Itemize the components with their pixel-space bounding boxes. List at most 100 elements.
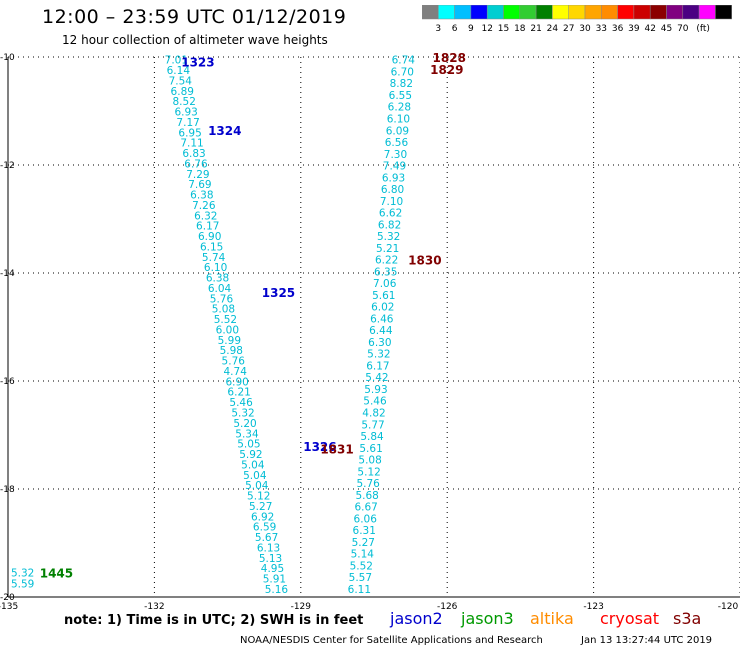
wave-height-value: 6.70 xyxy=(391,66,414,78)
wave-height-value: 6.00 xyxy=(216,324,239,336)
wave-height-value: 5.57 xyxy=(349,572,372,584)
pass-time-label: 1830 xyxy=(408,254,441,268)
wave-height-value: 5.12 xyxy=(247,491,270,503)
color-scale-label: 70 xyxy=(677,24,689,34)
wave-height-value: 6.22 xyxy=(375,255,398,267)
wave-height-value: 6.06 xyxy=(354,513,378,525)
wave-height-value: 6.21 xyxy=(227,387,250,399)
color-swatch xyxy=(715,5,732,20)
wave-height-value: 5.52 xyxy=(214,314,237,326)
wave-height-value: 5.67 xyxy=(255,532,278,544)
wave-height-value: 6.09 xyxy=(386,125,409,137)
color-scale-label: 6 xyxy=(452,24,458,34)
pass-time-label: 1324 xyxy=(208,124,241,138)
wave-height-value: 5.98 xyxy=(220,345,243,357)
wave-height-value: 6.83 xyxy=(182,148,205,160)
wave-height-value: 7.54 xyxy=(169,75,193,87)
y-tick-label: -16 xyxy=(0,377,15,387)
wave-height-value: 6.59 xyxy=(253,522,276,534)
color-scale-label: 30 xyxy=(579,24,591,34)
wave-height-value: 7.29 xyxy=(186,169,209,181)
wave-height-value: 6.11 xyxy=(348,584,371,596)
wave-height-value: 6.14 xyxy=(167,65,191,77)
wave-height-value: 6.82 xyxy=(378,219,401,231)
wave-height-value: 5.42 xyxy=(365,372,388,384)
wave-height-value: 5.32 xyxy=(367,349,390,361)
y-tick-label: -18 xyxy=(0,485,15,495)
color-scale-label: 24 xyxy=(547,24,559,34)
generated-timestamp: Jan 13 13:27:44 UTC 2019 xyxy=(581,635,713,646)
wave-height-value: 6.02 xyxy=(371,302,394,314)
wave-height-value: 7.17 xyxy=(176,117,199,129)
wave-height-value: 7.49 xyxy=(383,161,406,173)
y-tick-label: -12 xyxy=(0,161,15,171)
color-scale-label: 39 xyxy=(628,24,640,34)
wave-height-value: 6.67 xyxy=(354,502,377,514)
color-scale-bar: 3 6 9 12 15 18 21 24 27 30 33 36 39 42 45 70 (ft) xyxy=(422,5,732,34)
y-tick-label: -14 xyxy=(0,269,15,279)
credit-line: NOAA/NESDIS Center for Satellite Applica… xyxy=(240,635,543,646)
wave-height-value: 5.59 xyxy=(11,579,34,591)
color-scale-label: 33 xyxy=(596,24,607,34)
color-scale-label: 12 xyxy=(481,24,492,34)
legend-satellite-3: cryosat xyxy=(600,609,660,628)
wave-height-value: 5.76 xyxy=(222,356,246,368)
wave-height-value: 5.08 xyxy=(358,455,381,467)
wave-height-value: 5.84 xyxy=(360,431,384,443)
legend-satellite-1: jason3 xyxy=(461,609,514,628)
page-subtitle: 12 hour collection of altimeter wave hei… xyxy=(62,33,328,47)
color-scale-label: (ft) xyxy=(696,24,710,34)
wave-height-value: 4.74 xyxy=(224,366,248,378)
wave-height-value: 6.38 xyxy=(206,273,229,285)
wave-height-value: 4.82 xyxy=(362,408,385,420)
wave-height-value: 6.76 xyxy=(184,158,208,170)
wave-height-value: 5.32 xyxy=(377,231,400,243)
wave-height-value: 5.04 xyxy=(243,470,267,482)
wave-height-value: 5.08 xyxy=(212,304,235,316)
wave-height-value: 6.93 xyxy=(174,107,197,119)
wave-height-value: 5.52 xyxy=(350,560,373,572)
wave-height-value: 6.13 xyxy=(257,542,280,554)
wave-height-value: 5.21 xyxy=(376,243,399,255)
x-tick-label: -132 xyxy=(144,602,164,612)
wave-height-value: 7.26 xyxy=(192,200,216,212)
wave-height-value: 5.20 xyxy=(233,418,256,430)
wave-height-value: 6.93 xyxy=(382,172,405,184)
wave-height-value: 5.74 xyxy=(202,252,226,264)
wave-height-value: 6.56 xyxy=(385,137,409,149)
wave-height-value: 5.76 xyxy=(356,478,380,490)
wave-height-value: 7.69 xyxy=(188,179,211,191)
x-tick-label: -123 xyxy=(583,602,603,612)
color-scale-label: 18 xyxy=(514,24,526,34)
wave-height-value: 5.77 xyxy=(361,419,384,431)
wave-height-value: 6.38 xyxy=(190,190,213,202)
page-title: 12:00 – 23:59 UTC 01/12/2019 xyxy=(42,6,347,28)
wave-height-value: 7.10 xyxy=(380,196,403,208)
legend-satellite-2: altika xyxy=(530,609,574,628)
pass-time-label: 1831 xyxy=(320,443,353,457)
legend-satellite-0: jason2 xyxy=(390,609,443,628)
footer-note: note: 1) Time is in UTC; 2) SWH is in fe… xyxy=(64,613,364,628)
y-tick-label: -10 xyxy=(0,53,15,63)
wave-height-value: 6.30 xyxy=(368,337,391,349)
wave-height-value: 5.61 xyxy=(359,443,382,455)
wave-height-value: 5.34 xyxy=(235,428,259,440)
wave-height-value: 6.17 xyxy=(366,360,389,372)
wave-height-value: 6.17 xyxy=(196,221,219,233)
x-tick-label: -129 xyxy=(291,602,312,612)
color-scale-label: 42 xyxy=(644,24,655,34)
wave-height-value: 6.31 xyxy=(353,525,376,537)
wave-height-value: 5.92 xyxy=(239,449,262,461)
wave-height-value: 6.89 xyxy=(171,86,194,98)
x-tick-label: -120 xyxy=(718,602,739,612)
wave-height-value: 7.30 xyxy=(384,149,407,161)
wave-height-value: 6.92 xyxy=(251,511,274,523)
wave-height-value: 6.80 xyxy=(381,184,404,196)
color-scale-label: 3 xyxy=(435,24,441,34)
wave-height-value: 5.76 xyxy=(210,293,234,305)
wave-height-value: 5.16 xyxy=(265,584,289,596)
wave-height-value: 6.10 xyxy=(387,114,410,126)
color-scale-label: 21 xyxy=(530,24,541,34)
wave-height-value: 6.95 xyxy=(178,127,201,139)
